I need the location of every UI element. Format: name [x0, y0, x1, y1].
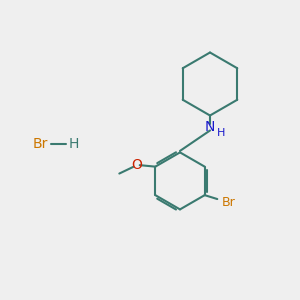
- Text: O: O: [131, 158, 142, 172]
- Text: H: H: [68, 137, 79, 151]
- Text: N: N: [205, 120, 215, 134]
- Text: Br: Br: [33, 137, 48, 151]
- Text: H: H: [217, 128, 226, 139]
- Text: Br: Br: [222, 196, 236, 208]
